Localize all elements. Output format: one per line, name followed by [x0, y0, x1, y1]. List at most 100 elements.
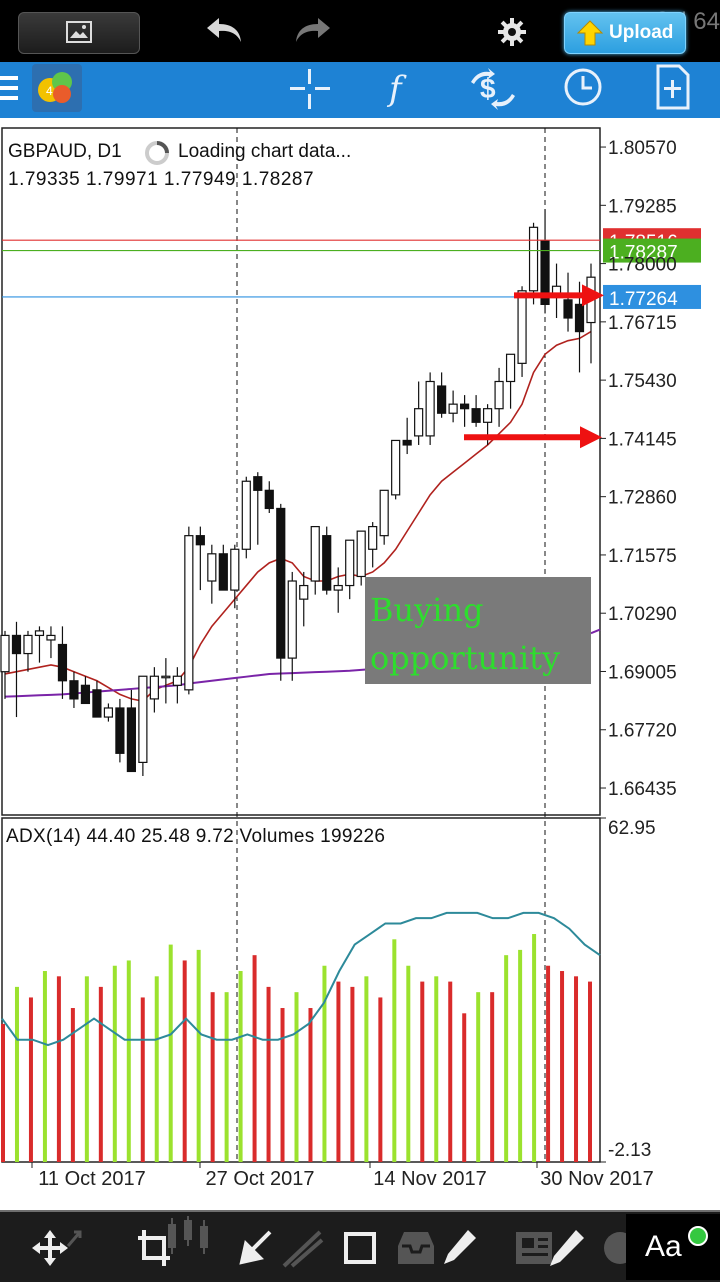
price-marker-2: [603, 284, 701, 309]
candle-body: [322, 535, 332, 591]
candle-body: [230, 548, 240, 591]
candle-body: [414, 408, 424, 437]
candle-body: [540, 240, 550, 305]
candle-body: [138, 675, 148, 763]
candle-body: [505, 353, 516, 383]
y-tick-label: 1.75430: [608, 371, 677, 392]
news-icon[interactable]: [512, 1226, 558, 1270]
candle-body: [69, 680, 79, 700]
gear-icon[interactable]: [496, 16, 528, 48]
volume-bar: [336, 981, 341, 1162]
candle-body: [126, 707, 136, 773]
y-tick-label: 1.67720: [608, 721, 677, 742]
image-icon: [66, 21, 92, 43]
buy-arrow-head: [580, 426, 602, 449]
inbox-icon[interactable]: [394, 1226, 438, 1270]
y-tick-label: 1.76715: [608, 313, 677, 334]
loading-spinner-icon: [145, 141, 169, 165]
candle-body: [528, 226, 539, 292]
crosshair-icon[interactable]: [289, 68, 331, 110]
volume-bar: [210, 992, 215, 1162]
volume-bar: [406, 965, 411, 1162]
x-tick-label: 30 Nov 2017: [540, 1168, 653, 1190]
volume-bar: [168, 944, 173, 1162]
candle-body: [11, 634, 22, 655]
move-icon[interactable]: [28, 1226, 84, 1270]
crop-icon[interactable]: [134, 1226, 174, 1270]
volume-bar: [238, 971, 243, 1162]
y-tick-label: 1.79285: [608, 196, 677, 217]
volume-bar: [350, 986, 355, 1162]
menu-icon[interactable]: [0, 74, 20, 102]
volume-bar: [588, 981, 592, 1162]
main-toolbar: 4 f $: [0, 62, 720, 118]
loading-status: Loading chart data...: [178, 141, 352, 162]
candle-body: [115, 707, 125, 754]
volume-bar: [434, 976, 439, 1162]
y-tick-label: 1.66435: [608, 779, 677, 800]
sub-pane-frame: [1, 817, 601, 1163]
gallery-button[interactable]: [18, 12, 140, 54]
volume-bar: [84, 976, 89, 1162]
upload-button[interactable]: Upload: [564, 12, 686, 54]
undo-icon[interactable]: [205, 14, 245, 46]
y-tick-label: 1.72860: [608, 488, 677, 509]
volume-bar: [14, 986, 19, 1162]
indicators-icon[interactable]: f: [385, 68, 415, 110]
candle-body: [310, 525, 320, 582]
new-chart-icon[interactable]: [655, 64, 691, 110]
rectangle-icon[interactable]: [340, 1226, 380, 1270]
volume-bar: [182, 960, 187, 1162]
candle-body: [345, 539, 355, 587]
y-tick-label: 1.74145: [608, 429, 677, 450]
x-tick-label: 11 Oct 2017: [38, 1168, 145, 1190]
candle-body: [471, 408, 481, 423]
brush-icon[interactable]: [544, 1226, 588, 1270]
volume-bar: [518, 949, 523, 1162]
svg-text:$: $: [480, 73, 496, 104]
trade-icon[interactable]: $: [468, 66, 518, 112]
volume-bar: [98, 986, 103, 1162]
volume-bar: [154, 976, 159, 1162]
volume-bar: [378, 997, 383, 1162]
arrow-icon[interactable]: [236, 1226, 276, 1270]
candle-body: [517, 290, 527, 364]
app-logo-icon[interactable]: 4: [32, 64, 82, 112]
candle-body: [241, 480, 251, 550]
sell-arrow-head: [582, 284, 604, 307]
candle-body: [563, 299, 573, 319]
y-tick-label: 1.70290: [608, 604, 677, 625]
volume-bar: [70, 1008, 75, 1162]
annotation-box[interactable]: [365, 577, 591, 684]
volume-bar: [140, 997, 145, 1162]
candle-body: [460, 403, 470, 410]
volume-bar: [546, 965, 551, 1162]
volume-bar: [574, 976, 579, 1162]
candle-body: [368, 525, 378, 550]
main-pane-frame: [1, 127, 601, 816]
trendline-icon[interactable]: [280, 1226, 326, 1270]
redo-icon[interactable]: [292, 14, 332, 46]
price-marker-label-2: 1.77264: [609, 289, 678, 310]
volume-bar: [462, 1013, 467, 1162]
candle-body: [80, 684, 91, 705]
volume-bar: [280, 1008, 285, 1162]
candlestick-icon[interactable]: [164, 1214, 214, 1260]
candle-body: [425, 380, 435, 437]
candle-body: [391, 439, 401, 496]
text-tool-button[interactable]: Aa: [626, 1214, 720, 1280]
y-tick-label: 1.69005: [608, 662, 677, 683]
pencil-icon[interactable]: [440, 1226, 480, 1270]
adx-y-tick-label: -2.13: [608, 1140, 651, 1161]
volume-bar: [532, 934, 537, 1162]
svg-text:4: 4: [46, 84, 53, 98]
volume-bar: [126, 960, 131, 1162]
volume-bar: [294, 992, 299, 1162]
volume-bar: [364, 976, 369, 1162]
volume-bar: [308, 1008, 313, 1162]
candle-body: [276, 507, 286, 659]
adx-y-tick-label: 62.95: [608, 818, 656, 839]
y-tick-label: 1.80570: [608, 138, 677, 159]
timeframe-icon[interactable]: [562, 66, 604, 108]
